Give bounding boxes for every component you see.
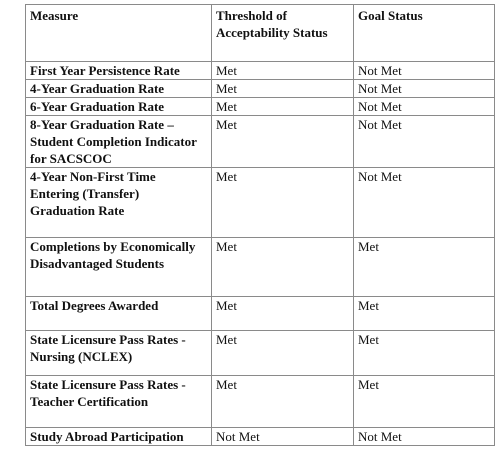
- threshold-cell: Not Met: [211, 427, 354, 446]
- measure-cell: 4-Year Graduation Rate: [25, 79, 212, 98]
- threshold-cell: Met: [211, 167, 354, 238]
- measure-cell: 6-Year Graduation Rate: [25, 97, 212, 116]
- goal-cell: Met: [353, 237, 495, 297]
- table-row: 4-Year Graduation Rate Met Not Met: [25, 79, 495, 98]
- measure-cell: Total Degrees Awarded: [25, 296, 212, 331]
- table-row: 4-Year Non-First Time Entering (Transfer…: [25, 167, 495, 238]
- goal-cell: Not Met: [353, 427, 495, 446]
- table-row: Study Abroad Participation Not Met Not M…: [25, 427, 495, 446]
- measure-cell: 8-Year Graduation Rate – Student Complet…: [25, 115, 212, 168]
- threshold-cell: Met: [211, 61, 354, 80]
- header-threshold-status: Threshold of Acceptability Status: [211, 4, 354, 62]
- table-row: Total Degrees Awarded Met Met: [25, 296, 495, 331]
- table-row: 6-Year Graduation Rate Met Not Met: [25, 97, 495, 116]
- measures-status-table: Measure Threshold of Acceptability Statu…: [25, 4, 495, 446]
- table-row: 8-Year Graduation Rate – Student Complet…: [25, 115, 495, 168]
- measure-cell: State Licensure Pass Rates - Teacher Cer…: [25, 375, 212, 428]
- table-row: State Licensure Pass Rates - Nursing (NC…: [25, 330, 495, 376]
- measure-cell: State Licensure Pass Rates - Nursing (NC…: [25, 330, 212, 376]
- threshold-cell: Met: [211, 330, 354, 376]
- threshold-cell: Met: [211, 97, 354, 116]
- header-goal-status: Goal Status: [353, 4, 495, 62]
- goal-cell: Not Met: [353, 115, 495, 168]
- goal-cell: Not Met: [353, 167, 495, 238]
- header-measure: Measure: [25, 4, 212, 62]
- goal-cell: Not Met: [353, 79, 495, 98]
- threshold-cell: Met: [211, 237, 354, 297]
- measure-cell: Completions by Economically Disadvantage…: [25, 237, 212, 297]
- goal-cell: Met: [353, 296, 495, 331]
- goal-cell: Met: [353, 330, 495, 376]
- measure-cell: Study Abroad Participation: [25, 427, 212, 446]
- table-row: State Licensure Pass Rates - Teacher Cer…: [25, 375, 495, 428]
- goal-cell: Met: [353, 375, 495, 428]
- goal-cell: Not Met: [353, 61, 495, 80]
- table-header-row: Measure Threshold of Acceptability Statu…: [25, 4, 495, 62]
- measure-cell: 4-Year Non-First Time Entering (Transfer…: [25, 167, 212, 238]
- goal-cell: Not Met: [353, 97, 495, 116]
- threshold-cell: Met: [211, 375, 354, 428]
- threshold-cell: Met: [211, 115, 354, 168]
- table-row: First Year Persistence Rate Met Not Met: [25, 61, 495, 80]
- table-row: Completions by Economically Disadvantage…: [25, 237, 495, 297]
- threshold-cell: Met: [211, 79, 354, 98]
- measure-cell: First Year Persistence Rate: [25, 61, 212, 80]
- threshold-cell: Met: [211, 296, 354, 331]
